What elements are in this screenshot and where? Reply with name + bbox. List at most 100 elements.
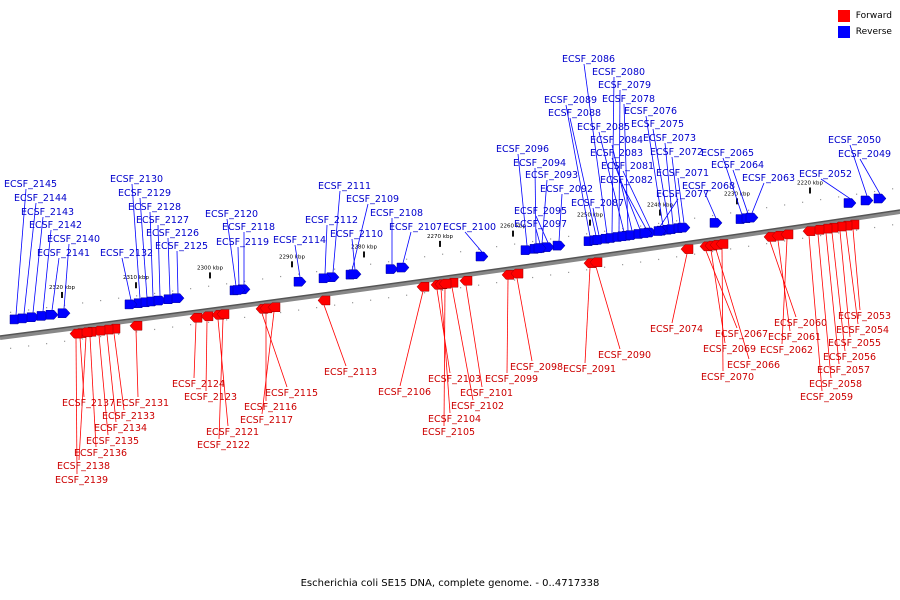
legend: Forward Reverse bbox=[837, 8, 892, 40]
leader-line bbox=[611, 76, 615, 234]
leader-line bbox=[645, 115, 664, 227]
guide-dot bbox=[514, 279, 516, 281]
gene-label-ecsf_2135: ECSF_2135 bbox=[86, 436, 139, 447]
leader-line bbox=[565, 104, 591, 237]
guide-dot bbox=[640, 261, 642, 263]
leader-line bbox=[558, 193, 563, 242]
gene-label-ecsf_2081: ECSF_2081 bbox=[601, 161, 654, 172]
leader-line bbox=[705, 250, 738, 329]
guide-dot bbox=[892, 188, 894, 190]
gene-label-ecsf_2105: ECSF_2105 bbox=[422, 427, 475, 438]
guide-dot bbox=[10, 311, 12, 313]
guide-dot bbox=[784, 204, 786, 206]
ECSF_2092-arrow bbox=[552, 240, 566, 251]
gene-label-ecsf_2095: ECSF_2095 bbox=[514, 206, 567, 217]
leader-line bbox=[63, 243, 70, 309]
guide-dot bbox=[496, 282, 498, 284]
gene-label-ecsf_2101: ECSF_2101 bbox=[460, 388, 513, 399]
ECSF_2140-arrow bbox=[57, 308, 71, 318]
reverse-gene-labels: ECSF_2145 ECSF_2144 ECSF_2143 ECSF_2142 ECSF… bbox=[4, 54, 891, 259]
guide-dot bbox=[46, 343, 48, 345]
ECSF_2071-arrow bbox=[677, 222, 691, 233]
gene-label-ecsf_2079: ECSF_2079 bbox=[598, 80, 651, 91]
guide-dot bbox=[406, 258, 408, 260]
ECSF_2070-arrow bbox=[715, 239, 729, 249]
ECSF_2139-arrow bbox=[69, 328, 83, 339]
ECSF_2113-arrow bbox=[317, 295, 331, 306]
guide-dot bbox=[730, 248, 732, 250]
ECSF_2059-arrow bbox=[802, 226, 816, 236]
leader-line bbox=[732, 169, 749, 214]
leader-line bbox=[157, 224, 161, 297]
leader-line bbox=[106, 334, 117, 423]
tick-mark bbox=[809, 187, 811, 194]
ECSF_2106-arrow bbox=[416, 282, 430, 292]
tick-mark bbox=[209, 272, 211, 279]
ECSF_2125-arrow bbox=[171, 293, 185, 303]
ECSF_2050-arrow bbox=[860, 195, 874, 206]
leader-line bbox=[351, 238, 356, 270]
gene-label-ecsf_2084: ECSF_2084 bbox=[590, 135, 643, 146]
guide-dot bbox=[496, 246, 498, 248]
leader-line bbox=[451, 287, 474, 401]
gene-label-ecsf_2087: ECSF_2087 bbox=[571, 198, 624, 209]
ECSF_2108-arrow bbox=[385, 264, 399, 274]
gene-label-ecsf_2103: ECSF_2103 bbox=[428, 374, 481, 385]
gene-label-ecsf_2115: ECSF_2115 bbox=[265, 388, 318, 399]
gene-label-ecsf_2070: ECSF_2070 bbox=[701, 372, 754, 383]
leader-line bbox=[139, 197, 148, 298]
leader-line bbox=[808, 235, 823, 392]
leader-line bbox=[852, 229, 861, 311]
guide-dot bbox=[568, 271, 570, 274]
gene-label-ecsf_2092: ECSF_2092 bbox=[540, 184, 593, 195]
gene-label-ecsf_2088: ECSF_2088 bbox=[548, 108, 601, 119]
ECSF_2119-arrow bbox=[232, 285, 246, 295]
legend-reverse-label: Reverse bbox=[855, 27, 892, 37]
leader-line bbox=[534, 167, 537, 245]
gene-label-ecsf_2131: ECSF_2131 bbox=[116, 398, 169, 409]
guide-dot bbox=[820, 235, 822, 237]
gene-label-ecsf_2098: ECSF_2098 bbox=[510, 362, 563, 373]
leader-line bbox=[569, 117, 597, 236]
gene-label-ecsf_2132: ECSF_2132 bbox=[100, 248, 153, 259]
leader-line bbox=[42, 229, 52, 312]
leader-line bbox=[592, 207, 600, 236]
guide-dot bbox=[100, 335, 102, 338]
gene-label-ecsf_2090: ECSF_2090 bbox=[598, 350, 651, 361]
gene-label-ecsf_2121: ECSF_2121 bbox=[206, 427, 259, 438]
tick-label: 2300 kbp bbox=[197, 265, 223, 271]
leader-line bbox=[721, 248, 724, 372]
tick-label: 2280 kbp bbox=[351, 244, 377, 250]
leader-line bbox=[618, 89, 621, 233]
leader-line bbox=[751, 182, 765, 214]
gene-label-ecsf_2112: ECSF_2112 bbox=[305, 215, 358, 226]
leader-line bbox=[218, 318, 224, 440]
guide-dot bbox=[550, 238, 552, 240]
leader-line bbox=[584, 267, 591, 364]
leader-line bbox=[820, 178, 851, 199]
gene-label-ecsf_2094: ECSF_2094 bbox=[513, 158, 566, 169]
guide-dot bbox=[280, 275, 282, 278]
gene-label-ecsf_2068: ECSF_2068 bbox=[682, 181, 735, 192]
ECSF_2124-arrow bbox=[189, 313, 203, 323]
ECSF_2141-arrow bbox=[45, 310, 59, 320]
leader-line bbox=[167, 237, 171, 295]
guide-dot bbox=[604, 230, 606, 232]
gene-label-ecsf_2108: ECSF_2108 bbox=[370, 208, 423, 219]
gene-label-ecsf_2102: ECSF_2102 bbox=[451, 401, 504, 412]
guide-dot bbox=[640, 225, 642, 227]
guide-dot bbox=[244, 280, 246, 283]
guide-dot bbox=[334, 268, 336, 270]
guide-dot bbox=[298, 273, 300, 275]
guide-dot bbox=[190, 288, 192, 290]
gene-label-ecsf_2067: ECSF_2067 bbox=[715, 329, 768, 340]
gene-label-ecsf_2058: ECSF_2058 bbox=[809, 379, 862, 390]
leader-line bbox=[671, 156, 681, 224]
gene-label-ecsf_2053: ECSF_2053 bbox=[838, 311, 891, 322]
tick-label: 2250 kbp bbox=[577, 213, 603, 219]
guide-dot bbox=[316, 307, 318, 309]
guide-dot bbox=[712, 214, 714, 217]
guide-dot bbox=[766, 207, 768, 209]
